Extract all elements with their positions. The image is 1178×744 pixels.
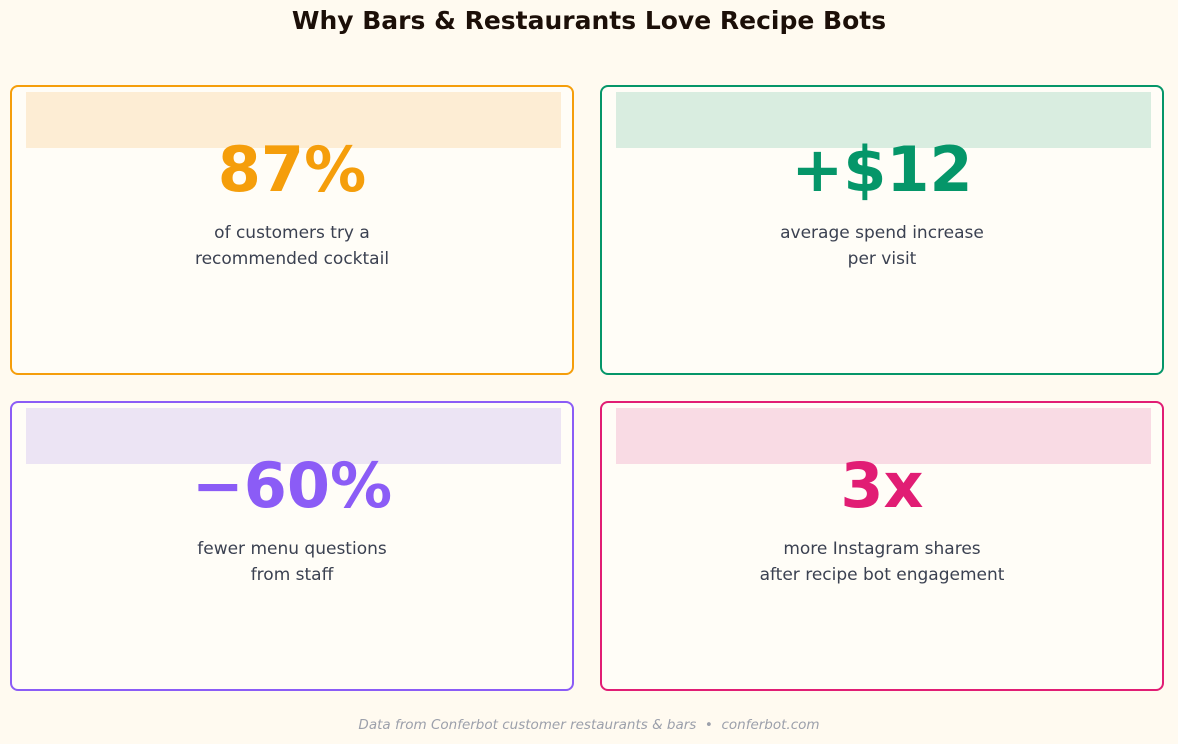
stat-card-spend: +$12 average spend increase per visit (600, 85, 1164, 375)
stat-card-instagram: 3x more Instagram shares after recipe bo… (600, 401, 1164, 691)
stat-description-line1: average spend increase (780, 223, 984, 243)
stat-value: 3x (840, 449, 924, 522)
stat-description-line1: of customers try a (214, 223, 370, 243)
stat-description-line2: after recipe bot engagement (759, 565, 1005, 585)
stat-value: +$12 (791, 133, 973, 206)
footer-source: Data from Conferbot customer restaurants… (358, 717, 820, 733)
stat-description: of customers try a recommended cocktail (12, 220, 572, 272)
stat-description-line1: more Instagram shares (783, 539, 981, 559)
stat-description-line2: recommended cocktail (194, 249, 390, 269)
stat-description-line2: from staff (250, 565, 334, 585)
stat-value: −60% (191, 449, 393, 522)
stat-description-line2: per visit (847, 249, 917, 269)
stat-card-cocktail: 87% of customers try a recommended cockt… (10, 85, 574, 375)
stat-description: more Instagram shares after recipe bot e… (602, 536, 1162, 588)
stat-description: average spend increase per visit (602, 220, 1162, 272)
card-header-band (616, 92, 1151, 148)
stat-description-line1: fewer menu questions (197, 539, 387, 559)
page-title: Why Bars & Restaurants Love Recipe Bots (291, 6, 887, 35)
card-header-band (26, 408, 561, 464)
card-header-band (616, 408, 1151, 464)
card-header-band (26, 92, 561, 148)
stat-card-menu-questions: −60% fewer menu questions from staff (10, 401, 574, 691)
stat-value: 87% (217, 133, 367, 206)
stat-description: fewer menu questions from staff (12, 536, 572, 588)
